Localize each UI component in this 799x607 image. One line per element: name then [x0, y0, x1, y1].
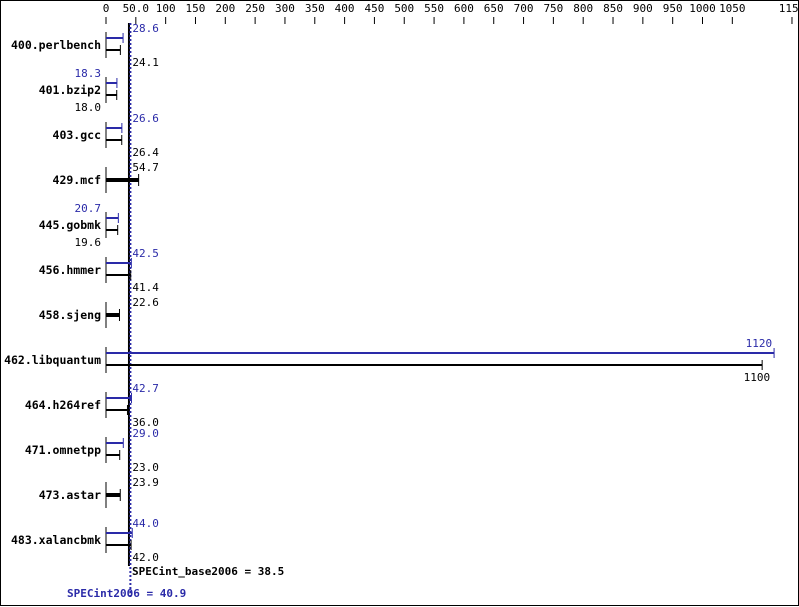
x-tick-label: 350 [305, 2, 325, 15]
x-tick-label: 100 [156, 2, 176, 15]
data-label-peak: 29.0 [132, 427, 159, 440]
data-label-peak: 20.7 [75, 202, 102, 215]
category-label: 429.mcf [53, 173, 102, 187]
category-label: 462.libquantum [4, 353, 101, 367]
category-label: 483.xalancbmk [11, 533, 101, 547]
x-tick-label: 950 [663, 2, 683, 15]
x-tick-label: 1050 [719, 2, 746, 15]
x-tick-label: 450 [364, 2, 384, 15]
category-label: 456.hmmer [39, 263, 101, 277]
data-label-peak: 28.6 [132, 22, 159, 35]
data-label-base: 54.7 [132, 161, 159, 174]
base-reference-label: SPECint_base2006 = 38.5 [132, 565, 284, 578]
data-label-peak: 44.0 [132, 517, 159, 530]
category-label: 400.perlbench [11, 38, 101, 52]
x-tick-label: 700 [514, 2, 534, 15]
data-label-base: 36.0 [132, 416, 159, 429]
data-label-peak: 18.3 [75, 67, 102, 80]
data-label-base: 22.6 [132, 296, 159, 309]
x-tick-label: 0 [103, 2, 110, 15]
data-label-base: 42.0 [132, 551, 159, 564]
data-label-base: 23.0 [132, 461, 159, 474]
category-label: 464.h264ref [25, 398, 101, 412]
x-tick-label: 400 [335, 2, 355, 15]
category-label: 445.gobmk [39, 218, 101, 232]
x-tick-label: 800 [573, 2, 593, 15]
data-label-peak: 1120 [746, 337, 773, 350]
x-tick-label: 750 [543, 2, 563, 15]
x-tick-label: 300 [275, 2, 295, 15]
data-label-base: 18.0 [75, 101, 102, 114]
data-label-peak: 26.6 [132, 112, 159, 125]
data-label-base: 26.4 [132, 146, 159, 159]
data-label-base: 1100 [744, 371, 771, 384]
data-label-peak: 42.7 [132, 382, 159, 395]
category-label: 403.gcc [53, 128, 101, 142]
category-label: 471.omnetpp [25, 443, 101, 457]
category-label: 401.bzip2 [39, 83, 101, 97]
x-tick-label: 1000 [689, 2, 716, 15]
x-tick-label: 200 [215, 2, 235, 15]
x-tick-label: 1150 [779, 2, 799, 15]
x-tick-label: 900 [633, 2, 653, 15]
x-tick-label: 650 [484, 2, 504, 15]
x-tick-label: 600 [454, 2, 474, 15]
x-tick-label: 850 [603, 2, 623, 15]
data-label-peak: 42.5 [132, 247, 159, 260]
x-tick-label: 250 [245, 2, 265, 15]
data-label-base: 23.9 [132, 476, 159, 489]
x-tick-label: 50.0 [123, 2, 150, 15]
data-label-base: 41.4 [132, 281, 159, 294]
peak-reference-label: SPECint2006 = 40.9 [67, 587, 186, 600]
x-tick-label: 550 [424, 2, 444, 15]
data-label-base: 24.1 [132, 56, 159, 69]
category-label: 458.sjeng [39, 308, 101, 322]
data-label-base: 19.6 [75, 236, 102, 249]
category-label: 473.astar [39, 488, 101, 502]
x-tick-label: 500 [394, 2, 414, 15]
x-tick-label: 150 [186, 2, 206, 15]
